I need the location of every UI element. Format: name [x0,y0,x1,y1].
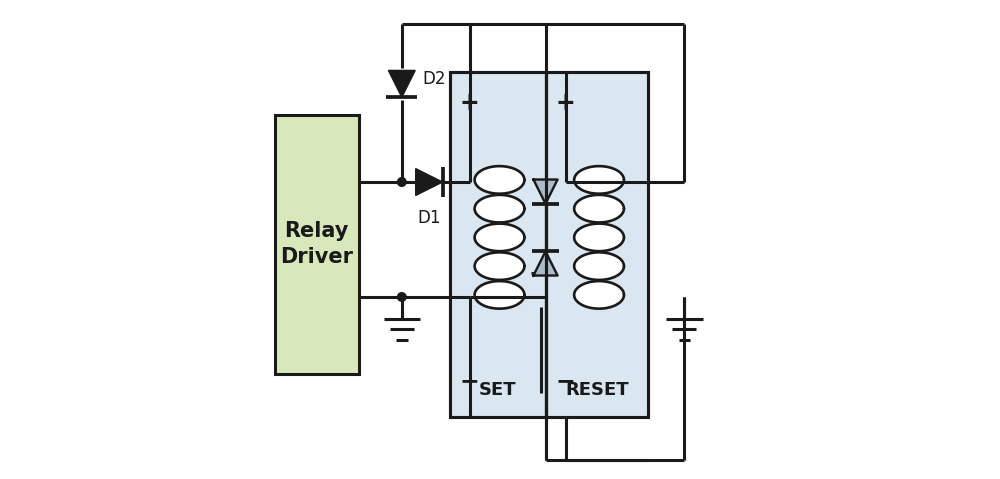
Text: −: − [460,369,480,393]
Polygon shape [475,166,524,194]
Bar [275,115,359,374]
Text: RESET: RESET [565,381,629,399]
Bar [450,72,546,417]
Polygon shape [574,224,624,251]
Polygon shape [574,281,624,308]
Circle shape [397,178,406,186]
Polygon shape [416,169,443,195]
Text: −: − [556,369,575,393]
Polygon shape [533,251,558,275]
Polygon shape [533,180,558,204]
Text: SET: SET [479,381,516,399]
Polygon shape [388,70,415,97]
Polygon shape [475,281,524,308]
Text: +: + [556,91,575,115]
Bar [450,72,546,417]
Bar [546,72,648,417]
Text: Relay
Driver: Relay Driver [280,221,353,267]
Polygon shape [475,224,524,251]
Polygon shape [475,195,524,222]
Polygon shape [574,252,624,280]
Polygon shape [475,252,524,280]
Circle shape [397,293,406,301]
Bar [546,72,648,417]
Text: D2: D2 [422,70,445,88]
Text: +: + [460,91,480,115]
Polygon shape [574,166,624,194]
Polygon shape [574,195,624,222]
Text: D1: D1 [417,209,441,227]
